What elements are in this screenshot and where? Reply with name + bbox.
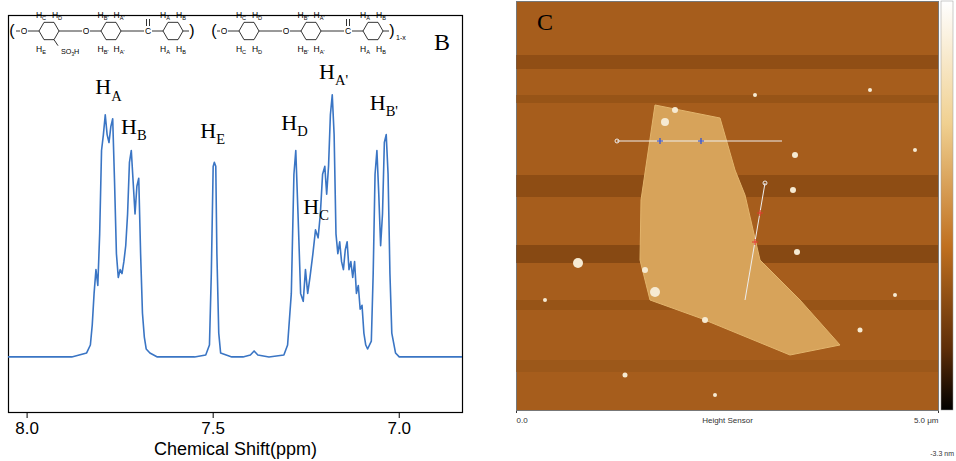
svg-text:HB': HB' bbox=[298, 44, 309, 55]
svg-text:C: C bbox=[345, 26, 351, 36]
svg-text:C: C bbox=[537, 9, 553, 35]
svg-text:O: O bbox=[83, 26, 90, 36]
svg-text:0.0: 0.0 bbox=[517, 416, 529, 425]
svg-text:HA': HA' bbox=[314, 10, 325, 21]
svg-text:HD: HD bbox=[252, 10, 262, 21]
svg-text:HD: HD bbox=[252, 44, 262, 55]
svg-text:-3.3 nm: -3.3 nm bbox=[930, 450, 954, 457]
svg-text:1-x: 1-x bbox=[396, 34, 406, 41]
svg-text:5.0 μm: 5.0 μm bbox=[914, 416, 939, 425]
svg-text:C: C bbox=[145, 26, 151, 36]
svg-text:SO3H: SO3H bbox=[61, 47, 79, 57]
svg-text:B: B bbox=[434, 29, 450, 55]
svg-text:): ) bbox=[389, 22, 394, 39]
svg-text:HA': HA' bbox=[319, 59, 348, 88]
svg-text:HB: HB bbox=[121, 114, 147, 143]
svg-text:HC: HC bbox=[36, 10, 46, 21]
svg-text:HA: HA bbox=[360, 44, 370, 55]
svg-text:HD: HD bbox=[281, 110, 307, 139]
svg-text:HA: HA bbox=[160, 10, 170, 21]
svg-text:O: O bbox=[283, 26, 290, 36]
svg-text:HA': HA' bbox=[114, 44, 125, 55]
svg-text:(: ( bbox=[9, 22, 15, 39]
svg-text:Height Sensor: Height Sensor bbox=[702, 416, 753, 425]
svg-text:HA': HA' bbox=[314, 44, 325, 55]
svg-text:8.0: 8.0 bbox=[15, 419, 39, 438]
svg-text:7.5: 7.5 bbox=[201, 419, 225, 438]
svg-text:HA: HA bbox=[95, 74, 122, 103]
svg-text:7.0: 7.0 bbox=[387, 419, 411, 438]
svg-text:HB: HB bbox=[176, 10, 186, 21]
svg-text:HA: HA bbox=[160, 44, 170, 55]
svg-text:HB: HB bbox=[376, 10, 386, 21]
svg-text:HB': HB' bbox=[98, 44, 109, 55]
svg-text:HB: HB bbox=[376, 44, 386, 55]
svg-text:Chemical Shift(ppm): Chemical Shift(ppm) bbox=[154, 439, 317, 459]
svg-text:HB: HB bbox=[176, 44, 186, 55]
svg-text:HB': HB' bbox=[298, 10, 309, 21]
svg-text:HA': HA' bbox=[114, 10, 125, 21]
svg-text:(: ( bbox=[211, 22, 217, 39]
svg-text:HB': HB' bbox=[370, 90, 398, 119]
svg-text:): ) bbox=[189, 22, 194, 39]
svg-text:HE: HE bbox=[36, 44, 46, 55]
svg-text:HC: HC bbox=[236, 44, 246, 55]
svg-text:HA: HA bbox=[360, 10, 370, 21]
svg-text:HC: HC bbox=[236, 10, 246, 21]
svg-text:HB': HB' bbox=[98, 10, 109, 21]
svg-text:HD: HD bbox=[52, 10, 62, 21]
svg-text:HC: HC bbox=[303, 194, 329, 223]
svg-text:HE: HE bbox=[200, 118, 225, 147]
svg-text:O: O bbox=[21, 26, 28, 36]
svg-text:O: O bbox=[221, 26, 228, 36]
